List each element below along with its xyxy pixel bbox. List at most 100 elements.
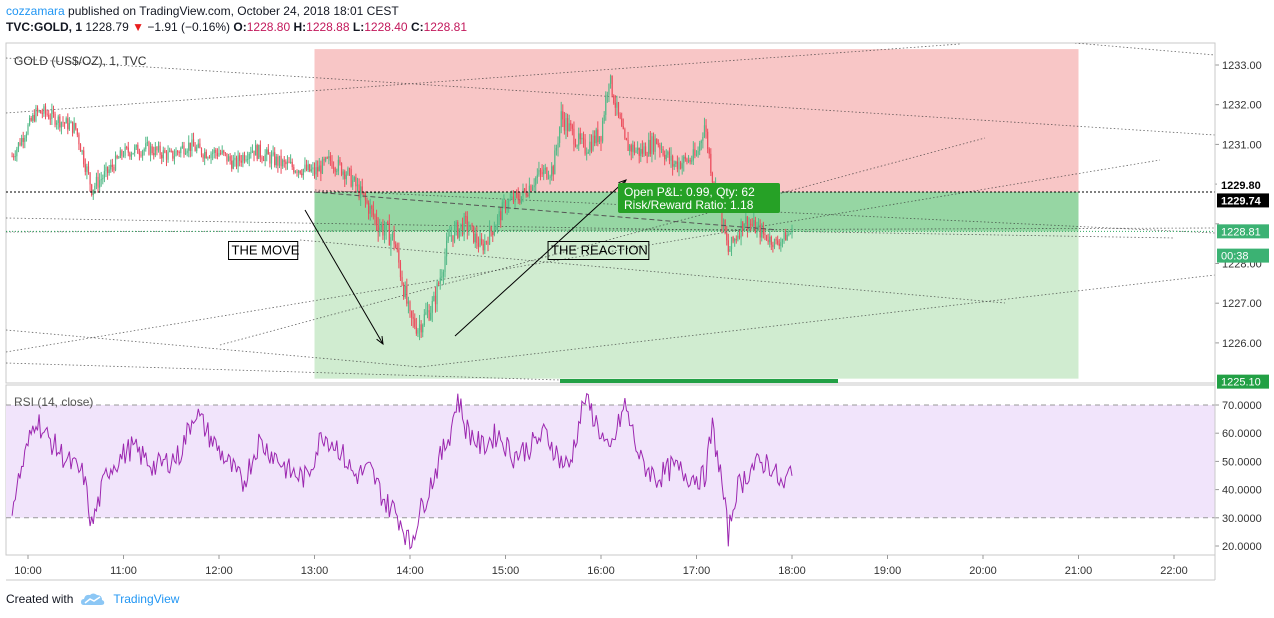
candle-body <box>407 301 410 304</box>
candle-body <box>255 145 257 156</box>
price-tick-label: 1226.00 <box>1222 338 1262 350</box>
candle-body <box>598 136 601 143</box>
candle-body <box>302 169 304 176</box>
time-tick-label: 21:00 <box>1065 565 1093 577</box>
candle-body <box>35 107 37 121</box>
candle-body <box>138 153 141 155</box>
candle-body <box>651 136 653 154</box>
candle-body <box>648 139 650 157</box>
candle-body <box>243 154 246 161</box>
candle-body <box>173 156 176 159</box>
candle-body <box>759 224 761 238</box>
candle-body <box>735 239 737 240</box>
candle-body <box>14 156 16 158</box>
candle-body <box>433 295 435 301</box>
candle-body <box>757 224 760 227</box>
candle-body <box>660 149 663 150</box>
candle-body <box>305 164 308 171</box>
candle-body <box>482 243 484 251</box>
candle-body <box>126 146 128 148</box>
annotation-the-reaction: THE REACTION <box>551 243 648 258</box>
candle-body <box>347 168 349 175</box>
pnl-badge <box>618 183 780 213</box>
time-tick-label: 10:00 <box>14 565 42 577</box>
candle-body <box>632 144 634 152</box>
candle-body <box>108 169 110 174</box>
tradingview-link[interactable]: TradingView <box>113 592 180 606</box>
candle-body <box>143 149 145 152</box>
candle-body <box>398 249 400 263</box>
candle-body <box>75 123 77 129</box>
candle-body <box>689 159 691 162</box>
candle-body <box>576 145 578 147</box>
candle-body <box>288 161 290 163</box>
candle-body <box>118 157 120 159</box>
candle-body <box>469 224 472 230</box>
candle-body <box>291 161 293 168</box>
candle-body <box>729 249 731 252</box>
candle-body <box>64 122 66 124</box>
candle-body <box>205 151 207 159</box>
candle-body <box>310 169 312 172</box>
candle-body <box>245 159 247 161</box>
candle-body <box>466 216 468 231</box>
candle-body <box>396 247 398 250</box>
candle-body <box>60 122 63 128</box>
candle-body <box>773 238 776 248</box>
high-value: 1228.88 <box>306 20 350 34</box>
candle-body <box>697 151 699 155</box>
candle-body <box>597 129 599 143</box>
candle-body <box>79 144 82 152</box>
candle-body <box>196 147 198 152</box>
candle-body <box>667 151 669 155</box>
candle-body <box>22 138 24 142</box>
candle-body <box>375 216 378 226</box>
candle-body <box>488 226 491 245</box>
candle-body <box>574 144 577 147</box>
candle-body <box>105 166 107 172</box>
candle-body <box>49 118 51 120</box>
candle-body <box>111 164 113 167</box>
candle-body <box>323 158 325 161</box>
candle-body <box>312 167 314 170</box>
candle-body <box>457 222 459 238</box>
candle-body <box>484 241 486 251</box>
candle-body <box>280 155 282 167</box>
candle-body <box>460 223 462 229</box>
candle-body <box>132 152 134 155</box>
candle-body <box>614 103 616 108</box>
candle-body <box>129 152 131 157</box>
candle-body <box>388 223 390 246</box>
candle-body <box>624 129 626 139</box>
candle-body <box>439 277 441 284</box>
candle-body <box>410 310 413 318</box>
candle-body <box>192 139 195 147</box>
candle-body <box>643 146 645 154</box>
candle-body <box>531 187 534 191</box>
candle-body <box>477 242 480 247</box>
candle-body <box>212 152 214 154</box>
candle-body <box>200 148 203 156</box>
candle-body <box>571 125 573 129</box>
candle-body <box>65 118 67 124</box>
author-link[interactable]: cozzamara <box>6 4 65 18</box>
candle-body <box>113 166 115 171</box>
candle-body <box>463 216 465 235</box>
candle-body <box>778 243 780 246</box>
rsi-tick-label: 30.0000 <box>1222 513 1262 525</box>
candle-body <box>321 158 324 174</box>
candle-body <box>485 241 487 243</box>
candle-body <box>180 148 182 154</box>
time-tick-label: 15:00 <box>492 565 520 577</box>
candle-body <box>746 216 749 230</box>
candle-body <box>119 150 121 158</box>
candle-body <box>262 159 265 161</box>
candle-body <box>722 220 725 228</box>
candle-body <box>565 118 567 131</box>
candle-body <box>353 177 355 181</box>
candle-body <box>563 119 565 131</box>
candle-body <box>514 192 516 202</box>
candle-body <box>511 196 513 200</box>
candle-body <box>500 211 502 221</box>
